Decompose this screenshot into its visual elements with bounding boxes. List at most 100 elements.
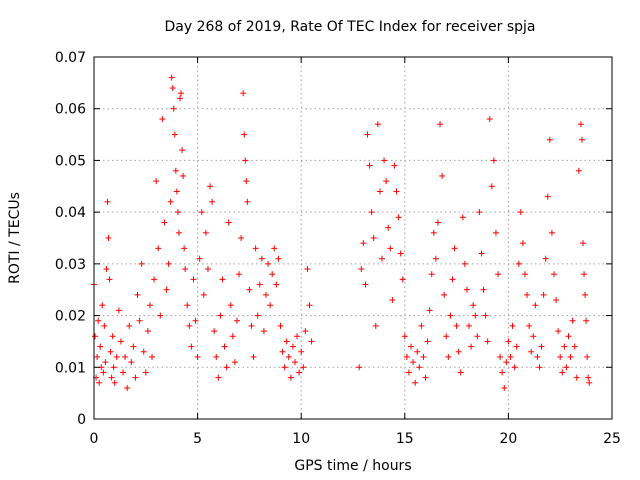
data-point	[109, 333, 116, 340]
data-point	[550, 271, 557, 278]
data-point	[200, 291, 207, 298]
data-point	[105, 235, 112, 241]
data-point	[505, 338, 512, 345]
data-point	[194, 353, 201, 360]
data-point	[227, 302, 234, 309]
data-point	[120, 369, 127, 376]
y-tick-label: 0.01	[55, 360, 86, 376]
data-point	[581, 271, 588, 278]
data-point	[243, 178, 250, 185]
data-point	[115, 307, 122, 314]
y-tick-label: 0.05	[55, 153, 86, 169]
data-point	[403, 353, 410, 360]
data-point	[144, 328, 151, 335]
data-point	[426, 307, 433, 314]
data-point	[101, 322, 108, 329]
data-point	[410, 359, 417, 366]
data-point	[97, 343, 104, 350]
data-point	[468, 343, 475, 350]
data-point	[542, 255, 549, 262]
data-point	[306, 302, 313, 309]
data-point	[492, 229, 499, 236]
data-point	[134, 291, 141, 298]
data-point	[501, 384, 508, 391]
data-point	[113, 353, 120, 360]
data-point	[130, 343, 137, 350]
data-point	[521, 271, 528, 278]
data-point	[149, 353, 156, 360]
data-point	[414, 348, 421, 355]
data-point	[519, 240, 526, 247]
data-point	[271, 245, 278, 252]
y-axis-label: ROTI / TECUs	[7, 192, 23, 284]
data-point	[567, 353, 574, 360]
data-point	[578, 136, 585, 143]
x-tick-label: 0	[90, 431, 99, 447]
data-point	[445, 353, 452, 360]
data-point	[420, 353, 427, 360]
data-point	[155, 245, 162, 252]
y-tick-labels: 0 0.01 0.02 0.03 0.04 0.05 0.06 0.07	[55, 50, 86, 428]
data-point	[457, 369, 464, 376]
data-point	[408, 343, 415, 350]
x-tick-label: 10	[292, 431, 310, 447]
data-point	[231, 359, 238, 366]
data-point	[176, 95, 183, 102]
data-point	[557, 353, 564, 360]
data-point	[161, 219, 168, 226]
data-point	[238, 235, 245, 241]
data-point	[146, 302, 153, 309]
data-point	[108, 374, 115, 381]
data-point	[364, 131, 371, 138]
data-point	[544, 193, 551, 200]
data-point	[250, 353, 257, 360]
data-point	[289, 343, 296, 350]
data-point	[362, 281, 369, 288]
data-point	[430, 229, 437, 236]
data-point	[207, 183, 214, 190]
data-point	[100, 369, 107, 376]
data-point	[553, 297, 560, 304]
data-point	[418, 322, 425, 329]
data-point	[256, 281, 263, 288]
data-point	[584, 353, 591, 360]
data-point	[178, 90, 185, 97]
data-point	[443, 333, 450, 340]
data-point	[540, 291, 547, 298]
data-point	[495, 271, 502, 278]
data-point	[579, 240, 586, 247]
x-axis-label: GPS time / hours	[294, 458, 411, 474]
data-point	[209, 198, 216, 205]
data-point	[287, 374, 294, 381]
data-point	[476, 209, 483, 216]
data-point	[368, 209, 375, 216]
data-point	[252, 245, 259, 252]
data-point	[122, 353, 129, 360]
data-point	[175, 229, 182, 236]
data-point	[509, 322, 516, 329]
data-point	[294, 333, 301, 340]
data-point	[96, 379, 103, 386]
y-tick-label: 0.06	[55, 102, 86, 118]
data-point	[358, 266, 365, 273]
data-point	[111, 379, 118, 386]
data-point	[524, 291, 531, 298]
data-point	[267, 302, 274, 309]
data-point	[170, 105, 177, 112]
data-point	[499, 369, 506, 376]
data-point	[117, 338, 124, 345]
data-point	[126, 322, 133, 329]
data-point	[405, 369, 412, 376]
data-point	[182, 266, 189, 273]
data-point	[397, 250, 404, 257]
data-point	[92, 333, 99, 340]
data-point	[258, 255, 265, 262]
data-point	[138, 260, 145, 267]
data-point	[179, 147, 186, 154]
data-point	[173, 188, 180, 195]
data-point	[447, 312, 454, 319]
data-point	[242, 157, 249, 164]
data-point	[225, 219, 232, 226]
data-point	[507, 353, 514, 360]
